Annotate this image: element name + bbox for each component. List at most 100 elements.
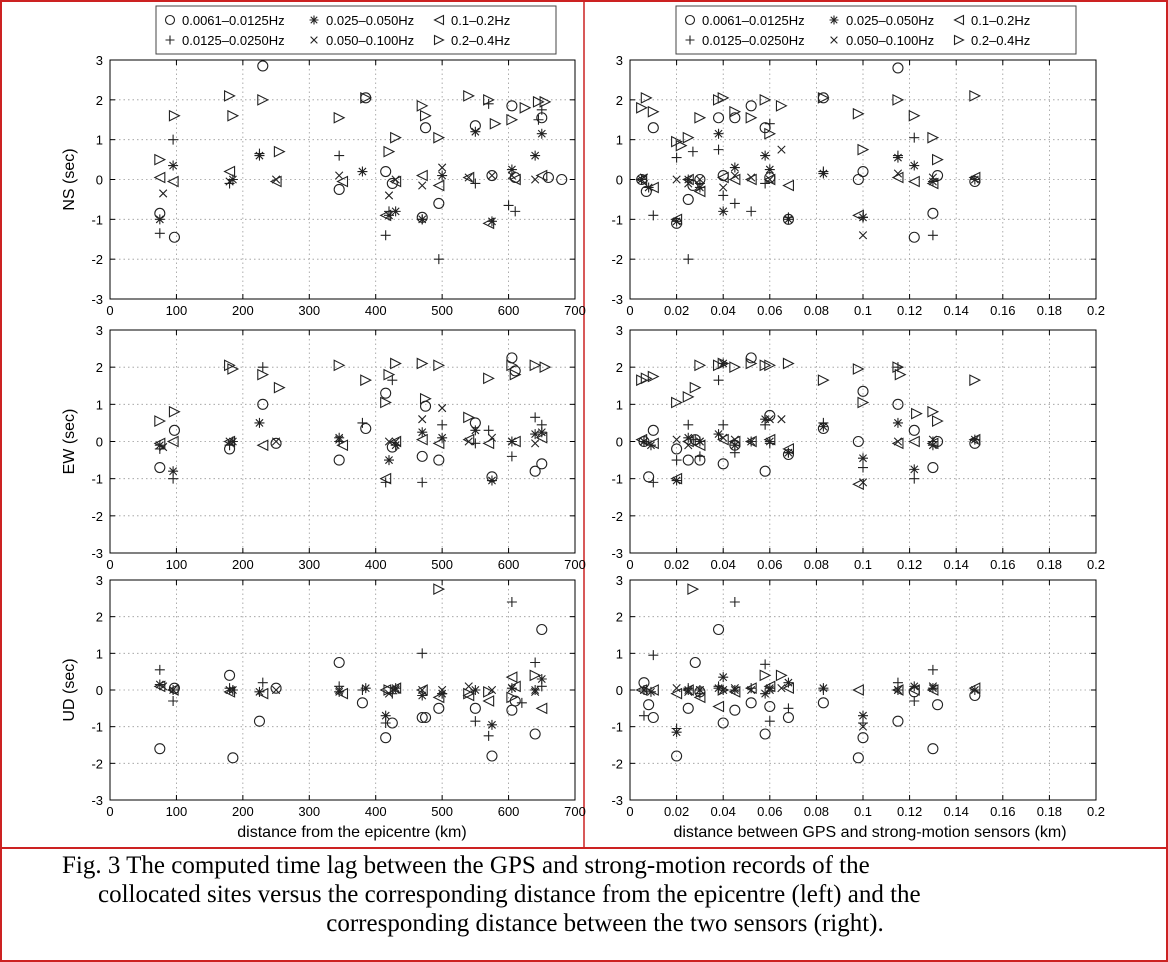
x-tick-label: 0.16 (990, 804, 1015, 819)
data-point (852, 752, 864, 764)
data-point (166, 435, 179, 448)
data-point (227, 752, 239, 764)
y-axis-label: NS (sec) (61, 148, 78, 210)
data-point (640, 185, 652, 197)
data-point (969, 89, 982, 102)
y-tick-label: -3 (91, 546, 103, 561)
x-tick-label: 0.04 (711, 804, 736, 819)
data-point (718, 672, 729, 683)
data-point (539, 95, 552, 108)
y-tick-label: -2 (611, 252, 623, 267)
data-point (486, 475, 497, 486)
y-tick-label: 0 (616, 683, 623, 698)
data-point (670, 472, 683, 485)
x-tick-label: 0.1 (854, 804, 872, 819)
data-point (671, 152, 682, 163)
panel-EW-epicentre: 0 100 200 300 400 500 600 700 -3 -2 -1 0 1 2 3 EW (sec) (61, 323, 586, 572)
data-point (168, 466, 179, 477)
x-tick-label: 0.16 (990, 557, 1015, 572)
data-point (932, 415, 944, 427)
legend-marker-cross (310, 36, 318, 44)
data-point (892, 398, 904, 410)
x-tick-label: 700 (564, 804, 586, 819)
x-tick-label: 0.08 (804, 303, 829, 318)
data-point (433, 254, 444, 265)
data-point (636, 101, 648, 114)
data-point (153, 437, 166, 450)
x-tick-label: 100 (166, 303, 188, 318)
data-point (894, 368, 907, 381)
data-point (154, 415, 167, 427)
data-point (717, 357, 730, 370)
data-point (968, 682, 981, 695)
data-point (433, 454, 445, 466)
data-point (728, 435, 741, 448)
data-point (858, 462, 868, 473)
data-point (909, 473, 920, 484)
legend-marker-circle (684, 14, 696, 26)
y-tick-label: 1 (96, 646, 103, 661)
data-point (760, 414, 771, 425)
series-circle (154, 623, 548, 764)
data-point (227, 174, 238, 185)
data-point (747, 437, 756, 446)
data-point (927, 405, 940, 418)
data-point (852, 363, 865, 375)
legend-label: 0.0125–0.0250Hz (702, 33, 805, 48)
data-point (672, 684, 681, 693)
data-point (717, 684, 730, 696)
x-tick-label: 0.2 (1087, 804, 1105, 819)
data-point (536, 458, 548, 470)
legend-marker-triangle-left (433, 14, 445, 26)
panel-UD-sensors: 0 0.02 0.04 0.06 0.08 0.1 0.12 0.14 0.16 0.18 0.2 -… (611, 573, 1105, 819)
data-point (783, 447, 794, 458)
data-point (360, 422, 372, 435)
legend-marker-asterisk (829, 15, 839, 25)
x-tick-label: 0 (106, 804, 113, 819)
data-point (225, 437, 234, 446)
series-triangle-left (635, 433, 981, 491)
x-tick-label: 400 (365, 804, 387, 819)
data-point (716, 171, 729, 184)
data-point (257, 362, 268, 373)
data-point (556, 173, 568, 186)
data-point (719, 183, 728, 192)
data-point (380, 710, 391, 721)
data-point (729, 597, 740, 607)
legend-label: 0.050–0.100Hz (846, 33, 934, 48)
x-tick-label: 700 (564, 303, 586, 318)
data-point (419, 109, 432, 122)
y-tick-label: -2 (91, 509, 103, 524)
legend-label: 0.2–0.4Hz (971, 33, 1030, 48)
x-tick-label: 0.12 (897, 804, 922, 819)
data-point (390, 357, 402, 370)
data-point (357, 417, 368, 428)
data-point (269, 175, 282, 188)
data-point (487, 171, 497, 180)
data-point (908, 684, 920, 696)
data-point (224, 669, 236, 681)
data-point (154, 214, 165, 225)
y-tick-label: 1 (616, 397, 623, 412)
x-tick-label: 0 (626, 557, 633, 572)
series-asterisk (154, 417, 547, 486)
data-point (384, 437, 394, 446)
x-tick-label: 400 (365, 303, 387, 318)
x-tick-label: 0.04 (711, 303, 736, 318)
data-point (892, 93, 905, 106)
data-point (227, 109, 240, 122)
data-point (712, 700, 725, 713)
data-point (728, 173, 741, 186)
data-point (716, 433, 729, 446)
data-point (672, 435, 681, 444)
data-point (389, 175, 402, 188)
data-point (507, 684, 517, 693)
legend-marker-plus (685, 35, 695, 45)
data-point (775, 669, 788, 682)
y-tick-label: 2 (616, 360, 623, 375)
data-point (486, 169, 498, 182)
data-point (531, 439, 540, 448)
data-point (224, 359, 236, 372)
x-tick-label: 0.1 (854, 557, 872, 572)
data-point (635, 433, 648, 446)
